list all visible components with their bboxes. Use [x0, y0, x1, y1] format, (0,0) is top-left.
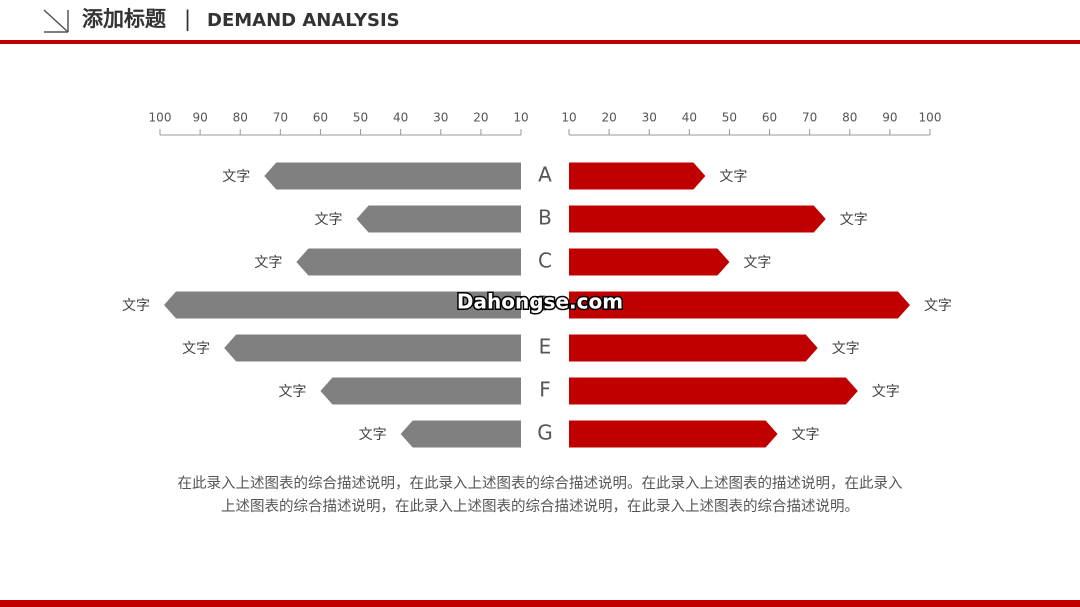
category-label: B: [538, 206, 552, 230]
x-tick-label: 80: [233, 111, 248, 125]
x-tick-label: 80: [842, 111, 857, 125]
bar: [164, 291, 521, 319]
x-tick-label: 10: [561, 111, 576, 125]
x-tick-label: 70: [802, 111, 817, 125]
category-label: D: [537, 292, 552, 316]
x-tick-label: 20: [473, 111, 488, 125]
header-separator: |: [184, 7, 191, 32]
data-label: 文字: [359, 427, 387, 443]
data-label: 文字: [840, 212, 868, 228]
x-tick-label: 40: [682, 111, 697, 125]
x-tick-label: 30: [642, 111, 657, 125]
category-label: G: [537, 421, 553, 445]
x-tick-label: 60: [313, 111, 328, 125]
bar: [569, 248, 730, 276]
bar: [569, 205, 826, 233]
bar: [224, 334, 521, 362]
x-tick-label: 30: [433, 111, 448, 125]
header-title: 添加标题: [82, 7, 167, 31]
bar: [400, 420, 521, 448]
header-rule: [0, 40, 1080, 44]
data-label: 文字: [254, 255, 282, 271]
category-label: E: [539, 335, 552, 359]
x-tick-label: 90: [192, 111, 207, 125]
data-label: 文字: [278, 384, 306, 400]
data-label: 文字: [719, 169, 747, 185]
category-label: A: [538, 163, 552, 187]
data-label: 文字: [122, 298, 150, 314]
data-label: 文字: [792, 427, 820, 443]
data-label: 文字: [743, 255, 771, 271]
data-label: 文字: [832, 341, 860, 357]
data-label: 文字: [315, 212, 343, 228]
x-tick-label: 10: [513, 111, 528, 125]
footer-bar: [0, 600, 1080, 607]
bar: [569, 420, 778, 448]
x-tick-label: 60: [762, 111, 777, 125]
bar: [296, 248, 521, 276]
watermark: Dahongse.com: [457, 290, 623, 314]
bar: [569, 377, 858, 405]
bar: [264, 162, 521, 190]
x-tick-label: 20: [601, 111, 616, 125]
header-subtitle: DEMAND ANALYSIS: [207, 10, 400, 31]
data-label: 文字: [872, 384, 900, 400]
chart: 10 20 30 40 50 60 70 80 90 100 10 20 30 40 50 60 70 80 90 1…: [122, 111, 952, 448]
description-line: 在此录入上述图表的综合描述说明，在此录入上述图表的综合描述说明。在此录入上述图表…: [178, 475, 903, 492]
x-tick-label: 40: [393, 111, 408, 125]
data-label: 文字: [222, 169, 250, 185]
x-tick-label: 100: [149, 111, 172, 125]
bar: [356, 205, 521, 233]
x-tick-label: 90: [882, 111, 897, 125]
x-tick-label: 50: [722, 111, 737, 125]
bar: [569, 162, 706, 190]
header-icon: [43, 9, 69, 33]
x-tick-label: 50: [353, 111, 368, 125]
category-label: C: [538, 249, 552, 273]
x-tick-label: 100: [919, 111, 942, 125]
bar: [320, 377, 521, 405]
category-label: F: [539, 378, 551, 402]
data-label: 文字: [924, 298, 952, 314]
bar: [569, 334, 818, 362]
description-line: 上述图表的综合描述说明，在此录入上述图表的综合描述说明，在此录入上述图表的综合描…: [221, 498, 859, 515]
x-tick-label: 70: [273, 111, 288, 125]
bar: [569, 291, 910, 319]
data-label: 文字: [182, 341, 210, 357]
